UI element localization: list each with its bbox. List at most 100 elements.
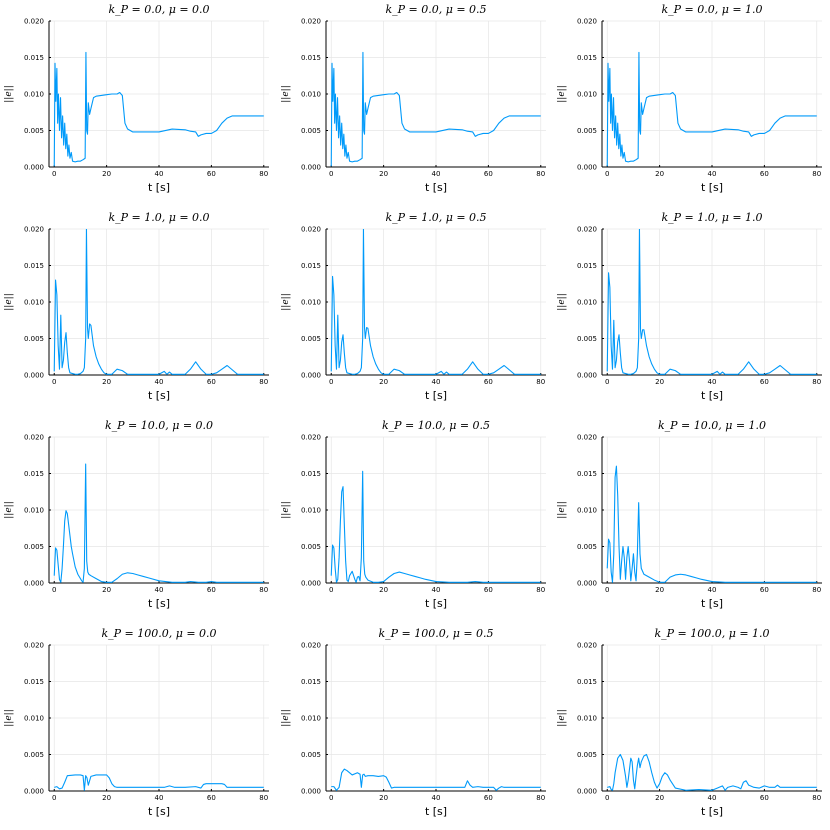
y-tick-label: 0.010 [24,507,44,515]
x-tick-label: 80 [536,378,545,386]
x-tick-label: 40 [155,586,164,594]
x-tick-label: 20 [379,794,388,802]
subplot-1: 0 20 40 60 80 0.000 0.005 0.010 0.015 0.020 k_P = … [4,3,269,194]
x-tick-label: 20 [379,586,388,594]
y-tick-label: 0.000 [577,580,597,588]
y-tick-label: 0.015 [24,54,44,62]
x-tick-label: 60 [484,378,493,386]
subplot-6: 0 20 40 60 80 0.000 0.005 0.010 0.015 0.020 k_P = … [557,211,822,402]
x-tick-label: 0 [605,794,609,802]
y-tick-label: 0.015 [301,262,321,270]
y-tick-label: 0.020 [301,226,321,234]
x-axis-label: t [s] [701,597,723,610]
subplot-7: 0 20 40 60 80 0.000 0.005 0.010 0.015 0.020 k_P = … [4,419,269,610]
x-tick-label: 0 [52,378,56,386]
subplot-3: 0 20 40 60 80 0.000 0.005 0.010 0.015 0.020 k_P = … [557,3,822,194]
x-tick-label: 40 [432,586,441,594]
series-line [606,51,817,167]
subplot-2: 0 20 40 60 80 0.000 0.005 0.010 0.015 0.020 k_P = … [281,3,546,194]
y-tick-label: 0.020 [577,642,597,650]
x-tick-label: 60 [207,170,216,178]
y-tick-label: 0.015 [301,470,321,478]
series-line [606,465,817,583]
x-tick-label: 20 [102,586,111,594]
x-axis-label: t [s] [148,389,170,402]
y-tick-label: 0.020 [24,642,44,650]
x-tick-label: 0 [605,378,609,386]
y-tick-label: 0.020 [301,642,321,650]
subplot-title: k_P = 0.0, μ = 1.0 [661,3,762,16]
x-axis-label: t [s] [425,805,447,818]
y-tick-label: 0.015 [577,262,597,270]
subplot-10: 0 20 40 60 80 0.000 0.005 0.010 0.015 0.020 k_P = … [4,627,269,818]
x-tick-label: 60 [484,586,493,594]
x-axis-label: t [s] [425,181,447,194]
subplot-title: k_P = 100.0, μ = 1.0 [654,627,769,640]
y-axis-label: ||e|| [281,501,291,518]
subplot-title: k_P = 1.0, μ = 1.0 [661,211,762,224]
subplot-title: k_P = 0.0, μ = 0.0 [108,3,209,16]
y-tick-label: 0.005 [577,127,597,135]
series-line [606,229,817,375]
y-tick-label: 0.010 [577,91,597,99]
series-line [607,753,817,791]
x-tick-label: 40 [155,794,164,802]
y-tick-label: 0.010 [24,91,44,99]
x-tick-label: 0 [605,170,609,178]
x-axis-label: t [s] [148,181,170,194]
x-tick-label: 60 [484,794,493,802]
y-tick-label: 0.005 [301,335,321,343]
subplot-title: k_P = 10.0, μ = 0.0 [105,419,213,432]
x-tick-label: 40 [708,586,717,594]
y-axis-label: ||e|| [557,85,567,102]
x-tick-label: 60 [207,586,216,594]
x-tick-label: 20 [655,586,664,594]
y-tick-label: 0.010 [301,299,321,307]
y-tick-label: 0.010 [577,299,597,307]
y-axis-label: ||e|| [281,293,291,310]
subplot-title: k_P = 100.0, μ = 0.5 [378,627,493,640]
y-tick-label: 0.020 [24,226,44,234]
y-tick-label: 0.005 [577,335,597,343]
x-axis-label: t [s] [425,597,447,610]
y-tick-label: 0.000 [301,788,321,796]
x-tick-label: 0 [52,794,56,802]
series-line [54,774,264,791]
y-tick-label: 0.015 [577,470,597,478]
x-tick-label: 40 [155,170,164,178]
y-tick-label: 0.015 [24,470,44,478]
subplot-title: k_P = 10.0, μ = 1.0 [658,419,766,432]
subplot-title: k_P = 1.0, μ = 0.5 [385,211,486,224]
x-tick-label: 80 [259,794,268,802]
x-axis-label: t [s] [148,805,170,818]
y-tick-label: 0.015 [24,678,44,686]
x-tick-label: 80 [536,586,545,594]
y-tick-label: 0.010 [301,91,321,99]
x-tick-label: 40 [708,794,717,802]
series-line [53,463,264,583]
x-tick-label: 80 [812,794,821,802]
x-tick-label: 40 [708,170,717,178]
series-line [330,51,541,167]
x-tick-label: 20 [655,170,664,178]
series-line [330,470,541,583]
y-tick-label: 0.020 [577,226,597,234]
y-tick-label: 0.015 [577,54,597,62]
x-axis-label: t [s] [701,181,723,194]
y-tick-label: 0.005 [577,751,597,759]
y-axis-label: ||e|| [4,85,14,102]
y-tick-label: 0.005 [24,335,44,343]
y-tick-label: 0.000 [577,372,597,380]
x-tick-label: 0 [329,170,333,178]
y-axis-label: ||e|| [557,293,567,310]
x-tick-label: 60 [760,170,769,178]
x-tick-label: 80 [536,170,545,178]
x-axis-label: t [s] [701,389,723,402]
x-axis-label: t [s] [425,389,447,402]
subplot-4: 0 20 40 60 80 0.000 0.005 0.010 0.015 0.020 k_P = … [4,211,269,402]
y-tick-label: 0.010 [577,715,597,723]
x-tick-label: 80 [259,586,268,594]
y-tick-label: 0.020 [577,18,597,26]
x-tick-label: 20 [655,794,664,802]
y-tick-label: 0.000 [301,164,321,172]
